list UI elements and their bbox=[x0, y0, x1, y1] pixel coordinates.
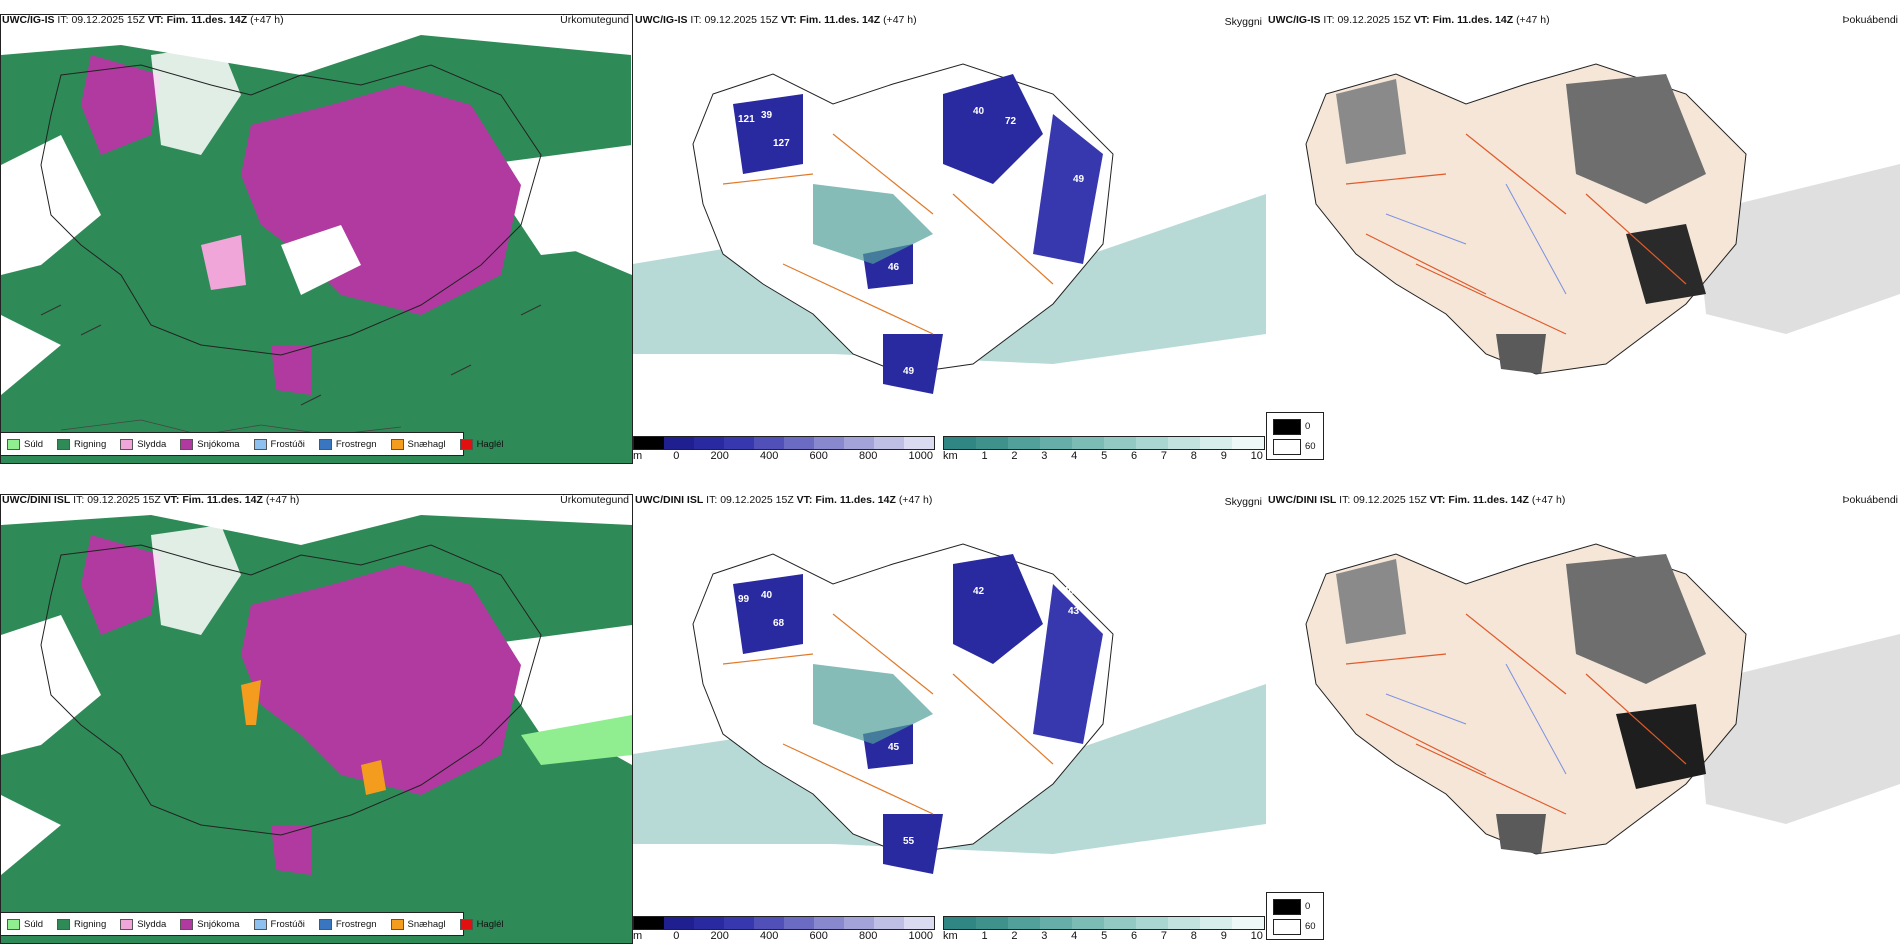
fog-map bbox=[1305, 63, 1900, 375]
cloud-label-group: 40 68 99 42 40 43 45 55 589 225 bbox=[738, 586, 1080, 847]
precip-map bbox=[1, 495, 632, 943]
row2-fog-title: UWC/DINI ISL IT: 09.12.2025 15Z VT: Fim.… bbox=[1268, 494, 1566, 506]
fog-panel-row2: UWC/DINI ISL IT: 09.12.2025 15Z VT: Fim.… bbox=[1266, 492, 1900, 944]
row1-precip-title: UWC/IG-IS IT: 09.12.2025 15Z VT: Fim. 11… bbox=[2, 14, 284, 26]
fog-panel-label: Þokuábendi bbox=[1842, 494, 1898, 506]
precip-legend: Súld Rigning Slydda Snjókoma Frostúði Fr… bbox=[0, 432, 504, 456]
precip-map-frame bbox=[0, 494, 633, 944]
row1-cloud-title: UWC/IG-IS IT: 09.12.2025 15Z VT: Fim. 11… bbox=[635, 14, 917, 26]
ceiling-ticks: m 0 200 400 600 800 1000 bbox=[633, 450, 933, 462]
ceiling-ticks: m 0 200 400 600 800 1000 bbox=[633, 930, 933, 942]
legend-swatch-7 bbox=[459, 438, 473, 450]
svg-text:99: 99 bbox=[738, 594, 750, 605]
row2-cloud-title: UWC/DINI ISL IT: 09.12.2025 15Z VT: Fim.… bbox=[635, 494, 933, 506]
legend-swatch-1 bbox=[57, 918, 71, 930]
fog-legend-swatch-1 bbox=[1273, 439, 1301, 455]
precip-panel-label: Úrkomutegund bbox=[560, 494, 629, 506]
legend-swatch-2 bbox=[120, 918, 134, 930]
fog-map bbox=[1305, 543, 1900, 855]
fog-legend-swatch-0 bbox=[1273, 419, 1301, 435]
cloud-map: 39 127 121 40 72 49 46 49 152 228 bbox=[633, 63, 1266, 394]
svg-text:228: 228 bbox=[928, 236, 945, 247]
fog-panel-label: Þokuábendi bbox=[1842, 14, 1898, 26]
svg-text:152: 152 bbox=[973, 236, 990, 247]
legend-swatch-5 bbox=[318, 438, 332, 450]
cloud-panel-row2: UWC/DINI ISL IT: 09.12.2025 15Z VT: Fim.… bbox=[633, 492, 1266, 944]
precip-map-frame bbox=[0, 14, 633, 464]
svg-text:40: 40 bbox=[761, 590, 773, 601]
legend-swatch-3 bbox=[180, 438, 194, 450]
legend-swatch-3 bbox=[180, 918, 194, 930]
svg-text:589: 589 bbox=[973, 716, 990, 727]
svg-text:127: 127 bbox=[773, 138, 790, 149]
legend-swatch-1 bbox=[57, 438, 71, 450]
svg-text:68: 68 bbox=[773, 618, 785, 629]
visibility-ticks: km 1 2 3 4 5 6 7 8 9 10 bbox=[943, 450, 1263, 462]
precip-panel-row1: UWC/IG-IS IT: 09.12.2025 15Z VT: Fim. 11… bbox=[0, 12, 633, 464]
svg-text:42: 42 bbox=[973, 586, 985, 597]
precip-map bbox=[1, 15, 632, 463]
fog-legend: 0 60 bbox=[1266, 412, 1324, 460]
svg-text:121: 121 bbox=[738, 114, 755, 125]
legend-swatch-4 bbox=[253, 918, 267, 930]
svg-text:43: 43 bbox=[1068, 606, 1080, 617]
cloud-panel-row1: UWC/IG-IS IT: 09.12.2025 15Z VT: Fim. 11… bbox=[633, 12, 1266, 464]
fog-legend-swatch-0 bbox=[1273, 899, 1301, 915]
svg-text:49: 49 bbox=[1073, 174, 1085, 185]
legend-swatch-0 bbox=[7, 438, 20, 450]
precip-panel-label: Úrkomutegund bbox=[560, 14, 629, 26]
visibility-ticks: km 1 2 3 4 5 6 7 8 9 10 bbox=[943, 930, 1263, 942]
precip-legend: Súld Rigning Slydda Snjókoma Frostúði Fr… bbox=[0, 912, 504, 936]
svg-text:40: 40 bbox=[973, 106, 985, 117]
cloud-label-group: 39 127 121 40 72 49 46 49 152 228 bbox=[738, 106, 1085, 377]
svg-text:49: 49 bbox=[903, 366, 915, 377]
row1-fog-title: UWC/IG-IS IT: 09.12.2025 15Z VT: Fim. 11… bbox=[1268, 14, 1550, 26]
legend-swatch-7 bbox=[459, 918, 473, 930]
cloud-map: 40 68 99 42 40 43 45 55 589 225 bbox=[633, 543, 1266, 874]
legend-swatch-6 bbox=[390, 438, 404, 450]
legend-swatch-5 bbox=[318, 918, 332, 930]
svg-text:72: 72 bbox=[1005, 116, 1017, 127]
legend-swatch-6 bbox=[390, 918, 404, 930]
svg-text:39: 39 bbox=[761, 110, 773, 121]
cloud-panel-label: Skyggni bbox=[1224, 16, 1262, 28]
fog-legend-swatch-1 bbox=[1273, 919, 1301, 935]
fog-panel-row1: UWC/IG-IS IT: 09.12.2025 15Z VT: Fim. 11… bbox=[1266, 12, 1900, 464]
visibility-colorbar bbox=[943, 436, 1265, 450]
fog-legend: 0 60 bbox=[1266, 892, 1324, 940]
ceiling-colorbar bbox=[633, 916, 935, 930]
legend-swatch-2 bbox=[120, 438, 134, 450]
svg-text:46: 46 bbox=[888, 262, 900, 273]
visibility-colorbar bbox=[943, 916, 1265, 930]
svg-text:55: 55 bbox=[903, 836, 915, 847]
legend-swatch-4 bbox=[253, 438, 267, 450]
svg-text:40: 40 bbox=[1063, 586, 1075, 597]
legend-swatch-0 bbox=[7, 918, 20, 930]
ceiling-colorbar bbox=[633, 436, 935, 450]
cloud-panel-label: Skyggni bbox=[1224, 496, 1262, 508]
svg-text:45: 45 bbox=[888, 742, 900, 753]
precip-panel-row2: UWC/DINI ISL IT: 09.12.2025 15Z VT: Fim.… bbox=[0, 492, 633, 944]
row2-precip-title: UWC/DINI ISL IT: 09.12.2025 15Z VT: Fim.… bbox=[2, 494, 300, 506]
svg-text:225: 225 bbox=[933, 736, 950, 747]
